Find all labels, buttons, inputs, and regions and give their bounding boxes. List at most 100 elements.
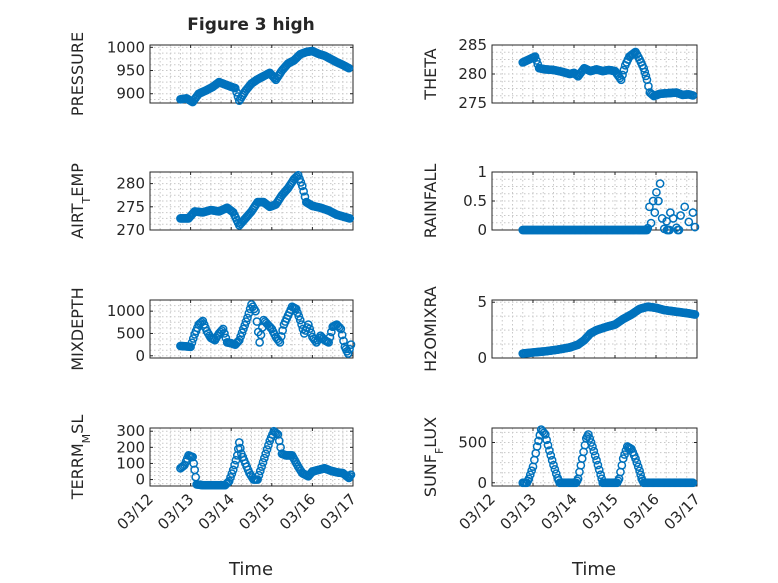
panel-pressure: 900 950 1000 PRESSURE xyxy=(68,32,354,116)
y-tick-label: 285 xyxy=(458,36,487,54)
data-point xyxy=(264,440,273,450)
x-tick-label: 03/17 xyxy=(661,490,704,533)
data-point xyxy=(532,442,542,451)
y-axis-label: MIXDEPTH xyxy=(68,287,87,370)
y-tick-label: 280 xyxy=(458,65,487,83)
x-tick-label: 03/13 xyxy=(497,490,540,533)
data-point xyxy=(272,429,281,438)
x-tick-label: 03/16 xyxy=(276,490,319,533)
y-tick-label: 0 xyxy=(477,221,487,239)
data-point xyxy=(633,462,643,472)
y-tick-label: 100 xyxy=(116,454,145,472)
data-point xyxy=(343,349,353,358)
data-point xyxy=(346,340,356,349)
data-point xyxy=(688,91,698,100)
y-axis-label: RAINFALL xyxy=(421,164,440,239)
panel-air_temp: 270 275 280 AIRTTEMP xyxy=(68,163,355,239)
y-tick-label: 280 xyxy=(116,175,145,193)
data-point xyxy=(594,465,604,475)
data-point xyxy=(224,476,234,486)
data-point xyxy=(191,472,201,482)
data-point xyxy=(532,56,541,65)
data-point xyxy=(534,436,543,446)
data-point xyxy=(255,466,265,476)
data-point xyxy=(305,324,315,334)
y-tick-label: 270 xyxy=(116,221,145,239)
data-point xyxy=(618,454,628,463)
data-point xyxy=(275,338,285,347)
y-axis-label: SUNFFLUX xyxy=(421,417,446,497)
panel-theta: 275 280 285 THETA xyxy=(421,36,698,112)
panel-h2omixra: 0 5 H2OMIXRA xyxy=(421,286,700,372)
panel-sun_flux: 0 500 SUNFFLUX 03/1203/1303/1403/1503/1603/… xyxy=(421,417,704,534)
data-point xyxy=(589,446,599,456)
data-point xyxy=(345,214,355,223)
data-point xyxy=(530,52,540,61)
data-point xyxy=(227,469,237,478)
data-point xyxy=(262,445,272,454)
y-tick-label: 950 xyxy=(116,62,145,80)
x-tick-label: 03/12 xyxy=(114,490,157,533)
data-point xyxy=(690,222,700,232)
x-tick-label: 03/15 xyxy=(235,490,278,533)
data-point xyxy=(690,310,700,319)
axes-box xyxy=(491,427,698,487)
y-tick-label: 500 xyxy=(116,324,145,342)
data-point xyxy=(646,218,656,228)
data-point xyxy=(635,466,644,476)
x-tick-label: 03/12 xyxy=(456,490,499,533)
axes-box xyxy=(149,427,354,487)
data-point xyxy=(616,75,626,85)
y-tick-label: 0 xyxy=(135,347,145,365)
data-point xyxy=(640,67,650,77)
data-point xyxy=(596,470,606,480)
data-point xyxy=(346,470,356,480)
data-point xyxy=(619,65,629,75)
data-point xyxy=(654,196,663,206)
data-point xyxy=(295,315,305,325)
data-point xyxy=(652,187,661,197)
data-point xyxy=(243,313,252,323)
panel-mixdepth: 0 500 1000 MIXDEPTH xyxy=(68,287,356,371)
y-axis-label: TERRMMSL xyxy=(68,415,93,501)
y-tick-label: 0 xyxy=(477,349,487,367)
x-tick-label: 03/13 xyxy=(154,490,197,533)
data-point xyxy=(674,225,684,235)
data-point xyxy=(188,334,198,343)
data-point xyxy=(254,470,264,480)
data-point xyxy=(586,438,596,447)
data-point xyxy=(297,181,307,191)
x-tick-label: 03/15 xyxy=(579,490,622,533)
data-point xyxy=(641,71,651,81)
data-point xyxy=(342,471,351,481)
y-axis-label: PRESSURE xyxy=(68,32,87,116)
y-tick-label: 275 xyxy=(116,198,145,216)
data-point xyxy=(186,342,195,352)
data-point xyxy=(231,455,241,465)
data-point xyxy=(303,320,313,329)
data-point xyxy=(524,474,534,484)
data-point xyxy=(648,196,658,206)
data-point xyxy=(546,451,556,460)
y-tick-label: 0 xyxy=(477,474,487,492)
data-point xyxy=(542,435,552,445)
data-point xyxy=(336,324,346,334)
data-point xyxy=(337,330,347,340)
y-axis-label: H2OMIXRA xyxy=(421,286,440,372)
data-point xyxy=(593,460,603,470)
data-point xyxy=(257,462,266,472)
x-tick-label: 03/16 xyxy=(620,490,663,533)
y-tick-label: 1000 xyxy=(107,38,145,56)
data-point xyxy=(258,458,268,467)
data-point xyxy=(631,454,640,463)
data-point xyxy=(324,338,333,347)
data-point xyxy=(291,173,300,183)
x-tick-label: 03/17 xyxy=(317,490,360,533)
data-point xyxy=(228,465,238,475)
data-point xyxy=(335,323,344,332)
data-point xyxy=(618,70,627,80)
axes-box xyxy=(491,299,698,359)
y-tick-label: 500 xyxy=(458,434,487,452)
figure-title: Figure 3 high xyxy=(187,15,315,35)
